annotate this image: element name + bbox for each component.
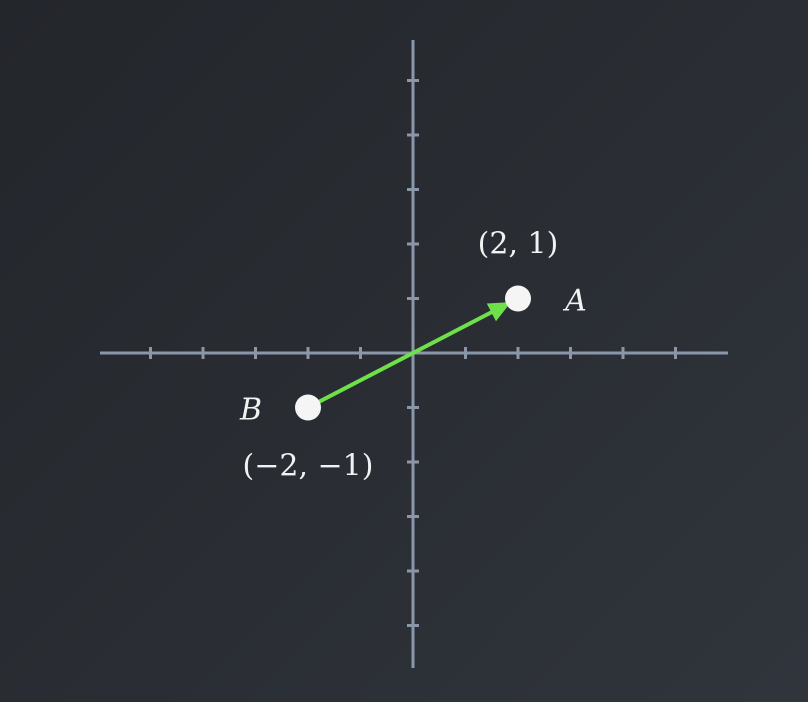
point-b-dot [295, 394, 321, 421]
point-a-dot [505, 285, 531, 312]
vector-arrowhead [486, 302, 511, 322]
point-b-coordinate-label: (−2, −1) [243, 449, 374, 484]
point-b: B (−2, −1) [239, 393, 373, 484]
point-a-name-label: A [562, 284, 587, 319]
vector-line [306, 309, 496, 410]
point-a: A (2, 1) [478, 227, 587, 319]
x-axis-ticks [149, 347, 677, 359]
point-b-name-label: B [239, 393, 262, 428]
y-axis-ticks [407, 79, 419, 627]
point-a-coordinate-label: (2, 1) [478, 227, 559, 262]
vector-b-to-a [306, 302, 511, 410]
